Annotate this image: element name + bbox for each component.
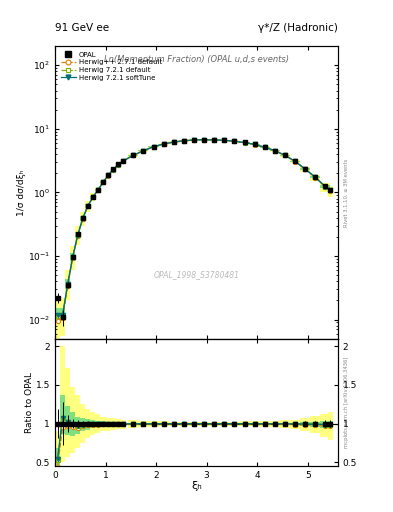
Text: Rivet 3.1.10, ≥ 3M events: Rivet 3.1.10, ≥ 3M events (343, 158, 349, 227)
Legend: OPAL, Herwig++ 2.7.1 default, Herwig 7.2.1 default, Herwig 7.2.1 softTune: OPAL, Herwig++ 2.7.1 default, Herwig 7.2… (59, 50, 164, 83)
Text: Ln(Momentum Fraction) (OPAL u,d,s events): Ln(Momentum Fraction) (OPAL u,d,s events… (104, 55, 289, 64)
Text: mcplots.cern.ch [arXiv:1306.3436]: mcplots.cern.ch [arXiv:1306.3436] (343, 356, 349, 448)
Y-axis label: 1/σ dσ/dξₕ: 1/σ dσ/dξₕ (17, 169, 26, 216)
Text: 91 GeV ee: 91 GeV ee (55, 23, 109, 33)
Text: γ*/Z (Hadronic): γ*/Z (Hadronic) (258, 23, 338, 33)
Y-axis label: Ratio to OPAL: Ratio to OPAL (26, 372, 35, 433)
X-axis label: ξₕ: ξₕ (191, 481, 202, 491)
Text: OPAL_1998_S3780481: OPAL_1998_S3780481 (154, 270, 239, 279)
